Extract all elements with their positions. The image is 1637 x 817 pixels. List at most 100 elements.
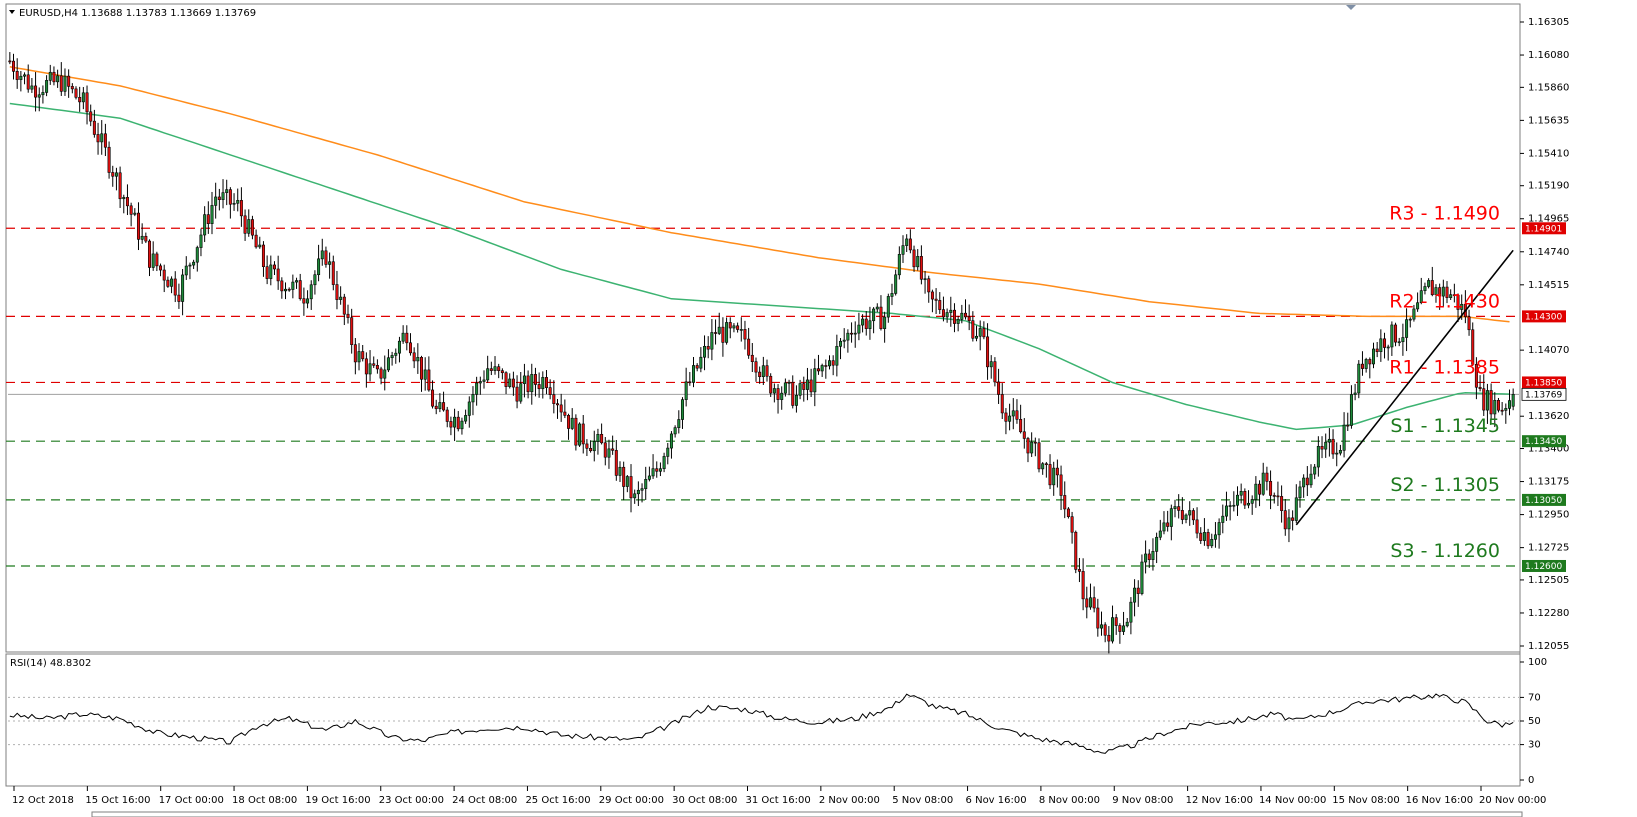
candle <box>725 317 729 345</box>
candle <box>1158 519 1162 541</box>
candle-body <box>103 133 107 148</box>
candle-body <box>1408 318 1412 321</box>
candle <box>34 72 38 112</box>
candle <box>1305 466 1309 497</box>
candle <box>500 368 504 380</box>
candle <box>445 406 449 428</box>
candle <box>839 338 843 360</box>
price-tag-label-r3: 1.14901 <box>1525 224 1562 234</box>
candle-body <box>1258 483 1262 495</box>
candle <box>952 303 956 333</box>
candle <box>107 141 111 179</box>
candle <box>1427 278 1431 289</box>
candle-body <box>927 278 931 293</box>
candle-body <box>383 369 387 379</box>
candle <box>1394 322 1398 347</box>
rsi-line <box>9 693 1514 754</box>
candle <box>1368 357 1372 379</box>
candle <box>1383 332 1387 359</box>
candle <box>857 312 861 341</box>
candle-body <box>508 378 512 387</box>
candle-body <box>320 250 324 260</box>
candle <box>783 378 787 397</box>
time-tick-label: 24 Oct 08:00 <box>452 795 517 806</box>
candle-body <box>1111 617 1115 642</box>
candle <box>15 58 19 89</box>
candle-body <box>544 377 548 388</box>
candle <box>247 209 251 237</box>
candle <box>655 461 659 478</box>
candle <box>978 320 982 351</box>
triangle-down-icon[interactable] <box>9 10 15 14</box>
candle-body <box>1291 517 1295 521</box>
time-tick-label: 14 Nov 00:00 <box>1259 795 1326 806</box>
time-axis[interactable]: 12 Oct 2018 15 Oct 16:00 17 Oct 00:00 18 Oc… <box>12 786 1546 817</box>
candle <box>195 245 199 272</box>
candle <box>1206 528 1210 549</box>
candle-body <box>478 381 482 384</box>
candle <box>1405 308 1409 352</box>
candle-body <box>890 293 894 297</box>
candle <box>379 366 383 385</box>
candle <box>853 321 857 348</box>
candle-body <box>1099 624 1103 629</box>
candle-body <box>872 308 876 322</box>
candle-body <box>780 392 784 400</box>
candle <box>750 342 754 373</box>
candle <box>74 86 78 100</box>
candle-body <box>725 322 729 343</box>
candle <box>12 53 16 80</box>
candle-body <box>228 189 232 205</box>
candle-body <box>1261 472 1265 495</box>
candle <box>442 391 446 412</box>
candle-body <box>809 379 813 393</box>
candle-body <box>408 342 412 354</box>
candle-body <box>287 288 291 291</box>
candle <box>96 122 100 155</box>
candle <box>798 379 802 400</box>
candle <box>1342 412 1346 458</box>
candle-body <box>493 366 497 371</box>
candle-body <box>894 274 898 294</box>
candle-body <box>372 363 376 366</box>
candle-body <box>335 284 339 300</box>
candle <box>1169 504 1173 541</box>
candle <box>1335 442 1339 467</box>
price-axis[interactable]: 1.16305 1.16080 1.15860 1.15635 1.15410 1.151… <box>1519 4 1569 786</box>
candle <box>809 368 813 398</box>
candle-body <box>111 172 115 177</box>
candle-body <box>52 71 56 83</box>
candle <box>48 64 52 85</box>
candle-body <box>1368 359 1372 365</box>
candle-body <box>978 328 982 337</box>
candle-body <box>1136 587 1140 594</box>
rsi-panel[interactable] <box>5 653 1521 787</box>
candle-body <box>993 361 997 383</box>
candle <box>960 304 964 324</box>
candle-body <box>761 365 765 377</box>
candle-body <box>243 215 247 234</box>
trendline[interactable] <box>1295 249 1514 526</box>
candle <box>177 283 181 309</box>
candle-body <box>1353 392 1357 395</box>
candle <box>644 466 648 501</box>
candle-body <box>1177 506 1181 511</box>
candle-body <box>1313 466 1317 475</box>
candle <box>1099 611 1103 636</box>
candle <box>206 201 210 234</box>
candle <box>673 425 677 438</box>
candle-body <box>552 394 556 404</box>
candle <box>78 86 82 112</box>
price-tick-label: 1.12055 <box>1528 641 1569 652</box>
candle <box>622 461 626 501</box>
candle <box>611 435 615 455</box>
candle-body <box>975 335 979 339</box>
scroll-marker-icon[interactable] <box>1346 5 1356 10</box>
candle-body <box>177 294 181 302</box>
price-tick-label: 1.12950 <box>1528 510 1569 521</box>
candle <box>636 481 640 507</box>
candle-body <box>883 316 887 329</box>
price-panel[interactable] <box>5 3 1521 653</box>
candle <box>228 187 232 219</box>
horizontal-scrollbar[interactable] <box>91 811 1523 817</box>
